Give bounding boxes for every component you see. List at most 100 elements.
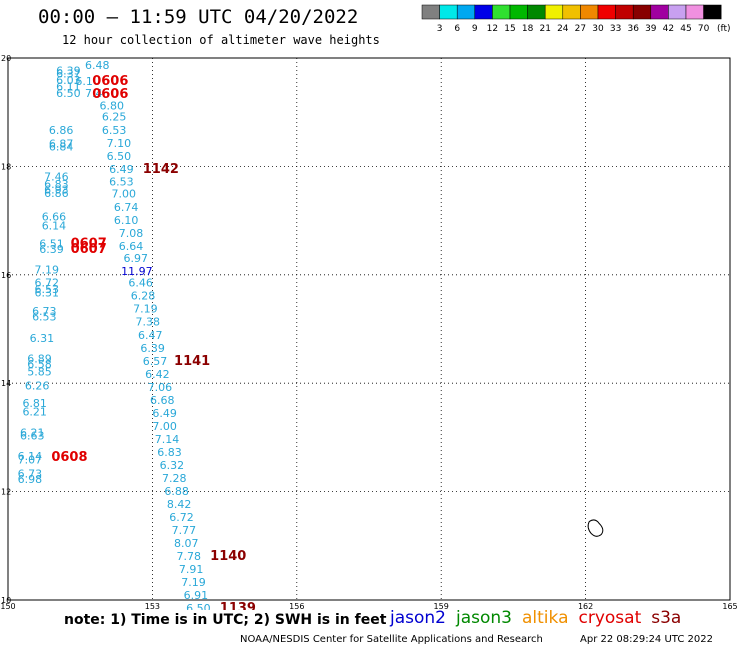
- wave-height-label: 6.49: [152, 407, 177, 420]
- wave-height-label: 7.78: [176, 550, 201, 563]
- wave-height-map: 150 153 156 159 162 1652018161412106.486.396.…: [0, 54, 737, 610]
- wave-height-label: 6.50: [107, 150, 132, 163]
- satellite-name: jason2: [390, 608, 446, 628]
- pass-time-label: 0606: [92, 74, 128, 89]
- legend-tick-label: 21: [539, 24, 550, 34]
- legend-tick-label: 33: [610, 24, 621, 34]
- island-outline: [587, 519, 604, 537]
- satellite-name: cryosat: [578, 608, 642, 628]
- lat-tick-label: 12: [1, 488, 11, 497]
- wave-height-label: 6.73: [32, 305, 57, 318]
- wave-height-label: 7.14: [155, 433, 180, 446]
- legend-tick-label: 18: [522, 24, 534, 34]
- wave-height-label: 6.49: [109, 163, 134, 176]
- wave-height-label: 6.14: [18, 450, 43, 463]
- wave-height-label: 6.53: [102, 124, 127, 137]
- wave-height-label: 7.4: [85, 87, 103, 100]
- wave-height-label: 6.48: [85, 59, 110, 72]
- lat-tick-label: 18: [1, 162, 11, 171]
- generated-timestamp: Apr 22 08:29:24 UTC 2022: [580, 634, 713, 645]
- lon-tick-label: 150: [0, 602, 15, 610]
- lon-tick-label: 159: [434, 602, 449, 610]
- pass-time-label: 1142: [143, 162, 179, 177]
- wave-height-label: 7.28: [162, 472, 187, 485]
- credit-text: NOAA/NESDIS Center for Satellite Applica…: [240, 634, 543, 645]
- legend-tick-label: 39: [645, 24, 657, 34]
- wave-height-label: 6.39: [140, 342, 165, 355]
- wave-height-label: 6.66: [42, 211, 66, 224]
- wave-height-label: 6.86: [49, 124, 73, 137]
- satellite-legend: jason2 jason3 altika cryosat s3a: [390, 608, 691, 628]
- wave-height-label: 6.46: [128, 277, 153, 290]
- lat-tick-label: 14: [1, 379, 11, 388]
- wave-height-label: 6.57: [143, 355, 168, 368]
- wave-height-label: 6.68: [150, 394, 175, 407]
- legend-tick-label: 24: [557, 24, 569, 34]
- wave-height-label: 7.77: [172, 524, 197, 537]
- legend-tick-label: 9: [472, 24, 478, 34]
- wave-height-label: 7.10: [107, 137, 132, 150]
- wave-height-label: 7.19: [34, 264, 59, 277]
- wave-height-label: 7.00: [111, 187, 136, 200]
- pass-time-label: 1141: [174, 354, 210, 369]
- pass-time-label: 0608: [51, 450, 87, 465]
- pass-time-label: 0607: [71, 242, 107, 257]
- legend-tick-label: 12: [487, 24, 498, 34]
- wave-height-label: 7.08: [119, 227, 144, 240]
- wave-height-label: 6.31: [34, 286, 59, 299]
- wave-height-label: 6.32: [160, 459, 185, 472]
- wave-height-label: 6.47: [138, 329, 163, 342]
- legend-tick-label: 15: [504, 24, 515, 34]
- legend-tick-label: 36: [627, 24, 639, 34]
- wave-height-label: 6.81: [22, 397, 47, 410]
- wave-height-label: 6.53: [32, 310, 57, 323]
- wave-height-label: 6.14: [42, 219, 66, 232]
- wave-height-label: 6.53: [34, 283, 59, 296]
- wave-height-label: 6.86: [44, 187, 69, 200]
- legend-tick-label: 42: [663, 24, 674, 34]
- pass-time-label: 0606: [92, 87, 128, 102]
- wave-height-label: 6.25: [102, 110, 127, 123]
- wave-height-label: 6.03: [56, 74, 80, 87]
- wave-height-label: 6.42: [145, 368, 170, 381]
- footer-note: note: 1) Time is in UTC; 2) SWH is in fe…: [64, 612, 387, 628]
- legend-tick-label: 70: [698, 24, 710, 34]
- wave-height-label: 6.72: [34, 277, 59, 290]
- wave-height-label: 6.63: [20, 430, 45, 443]
- wave-height-label: 7.19: [181, 576, 206, 589]
- wave-height-label: 6.51: [39, 238, 64, 251]
- wave-height-label: 6.93: [44, 184, 69, 197]
- legend-tick-label: 3: [437, 24, 443, 34]
- wave-height-label: 6.53: [109, 175, 134, 188]
- wave-height-label: 6.21: [22, 406, 47, 419]
- wave-height-label: 11.97: [121, 265, 153, 278]
- wave-height-label: 6.11: [56, 81, 80, 94]
- lon-tick-label: 162: [578, 602, 593, 610]
- legend-tick-label: 30: [592, 24, 604, 34]
- pass-time-label: 1139: [220, 601, 256, 610]
- lat-tick-label: 16: [1, 271, 11, 280]
- wave-height-label: 6.83: [44, 178, 69, 191]
- wave-height-label: 6.37: [56, 68, 80, 81]
- wave-height-label: 6.87: [49, 137, 73, 150]
- wave-height-label: 6.31: [30, 332, 55, 345]
- lon-tick-label: 165: [722, 602, 737, 610]
- wave-height-label: 6.73: [18, 468, 43, 481]
- wave-height-label: 6.91: [184, 589, 209, 602]
- wave-height-label: 7.46: [44, 170, 69, 183]
- wave-height-label: 6.74: [114, 201, 139, 214]
- wave-height-label: 6.89: [27, 353, 52, 366]
- wave-height-label: 7.91: [179, 563, 204, 576]
- wave-height-label: 6.26: [25, 380, 49, 393]
- wave-height-label: 5.85: [27, 366, 52, 379]
- wave-height-label: 6.72: [169, 511, 194, 524]
- legend-swatch: [703, 4, 722, 20]
- legend-tick-label: 45: [680, 24, 691, 34]
- color-legend: 3 6 9 12 15 18 21 24 27 30 33 36 39 42 45 70 (ft): [421, 4, 731, 34]
- pass-time-label: 0607: [71, 237, 107, 252]
- wave-height-label: 6.39: [56, 64, 80, 77]
- wave-height-label: 6.21: [20, 426, 45, 439]
- wave-height-label: 7.06: [148, 381, 173, 394]
- legend-tick-label: 27: [575, 24, 586, 34]
- pass-time-label: 1140: [210, 549, 246, 564]
